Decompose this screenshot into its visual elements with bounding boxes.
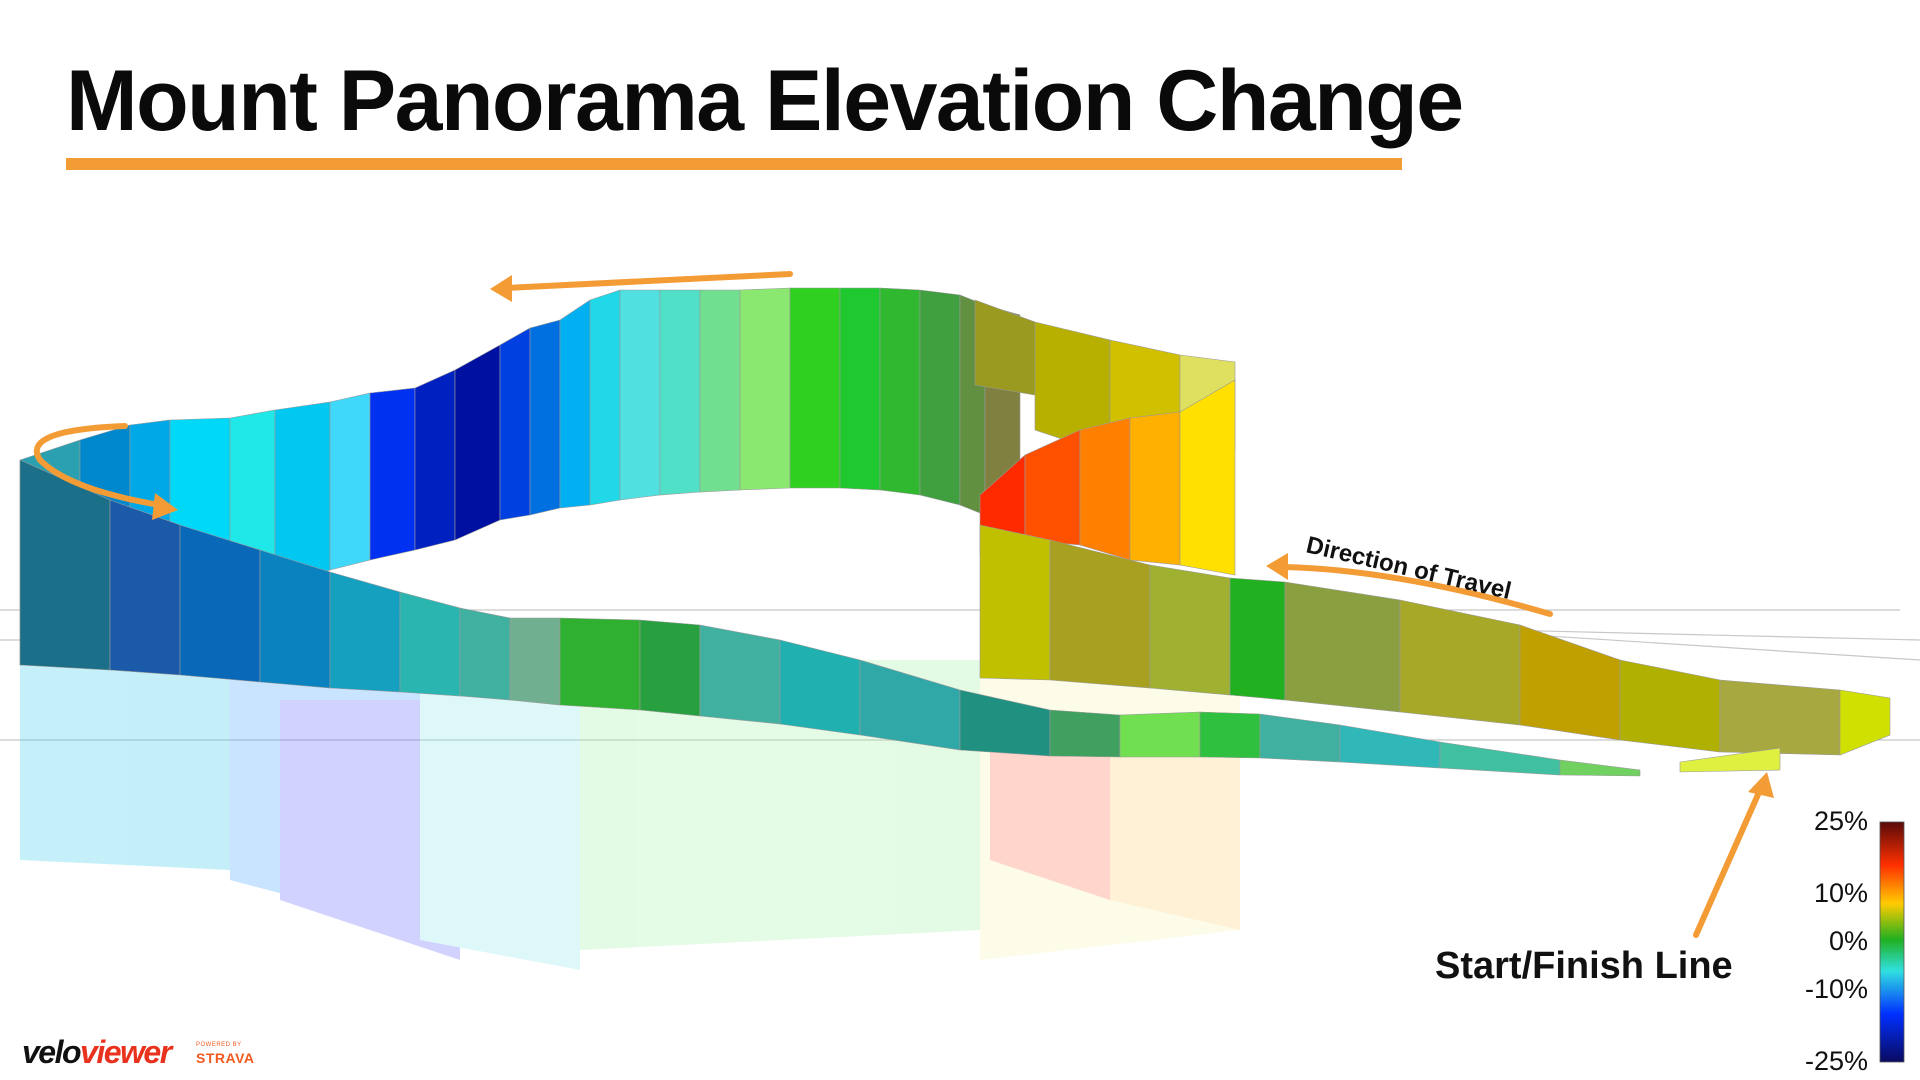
strava-logo: STRAVA: [196, 1050, 255, 1066]
track-reflection: [20, 650, 1240, 970]
arrow-top-head: [490, 275, 512, 302]
title-underline: [66, 158, 1402, 170]
arrow-top: [502, 271, 793, 291]
arrow-start-finish: [1693, 787, 1763, 938]
logo-part2: viewer: [80, 1034, 172, 1070]
powered-by-label: POWERED BY: [196, 1042, 242, 1048]
arrow-left-turn: [33, 423, 163, 508]
arrow-direction: [1282, 564, 1553, 617]
track-near-wall: [19, 459, 1641, 777]
start-finish-label: Start/Finish Line: [1435, 945, 1733, 987]
arrow-direction-head: [1266, 553, 1288, 580]
arrow-left-turn-head: [152, 493, 178, 520]
annotation-arrows: [33, 271, 1774, 938]
logo-part1: velo: [22, 1034, 82, 1070]
arrow-start-finish-head: [1748, 772, 1774, 798]
color-scale-bar: [1879, 821, 1905, 1063]
page-title: Mount Panorama Elevation Change: [66, 53, 1464, 149]
track-middle-section: [974, 299, 1891, 773]
veloviewer-logo: veloviewer: [22, 1034, 172, 1071]
